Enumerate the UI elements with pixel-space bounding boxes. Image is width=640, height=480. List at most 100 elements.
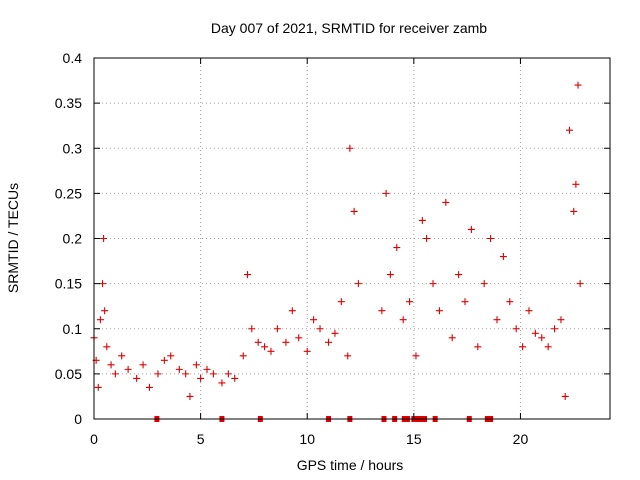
data-point — [506, 298, 514, 306]
data-point — [382, 189, 390, 197]
y-tick-label: 0.05 — [55, 366, 82, 382]
data-point — [303, 347, 311, 355]
data-point — [295, 334, 303, 342]
x-tick-label: 0 — [90, 431, 98, 447]
data-point — [423, 235, 431, 242]
data-point — [418, 216, 426, 224]
data-point — [231, 374, 239, 382]
data-point — [455, 271, 463, 279]
y-tick-label: 0.3 — [63, 140, 83, 156]
data-point — [493, 316, 501, 324]
data-point — [354, 280, 362, 288]
data-point — [154, 370, 162, 378]
data-point — [565, 126, 573, 134]
data-point — [561, 392, 569, 400]
data-point — [244, 271, 252, 279]
data-point — [406, 298, 414, 306]
data-point — [203, 365, 211, 373]
y-tick-label: 0.15 — [55, 276, 82, 292]
data-point — [107, 361, 115, 369]
data-point — [197, 374, 205, 382]
y-tick-label: 0.25 — [55, 185, 82, 201]
data-point — [267, 347, 275, 355]
axis-ticks: 0 0.05 0.1 0.15 0.2 0.25 0.3 0.35 0.4 0 5 10 15 20 — [55, 50, 610, 447]
y-tick-label: 0.1 — [63, 321, 83, 337]
data-point — [100, 235, 108, 242]
data-point — [487, 235, 495, 242]
data-point — [499, 253, 507, 261]
y-tick-label: 0.2 — [63, 231, 83, 247]
data-point — [103, 343, 111, 351]
data-point — [525, 307, 533, 315]
data-point — [139, 361, 147, 369]
data-point — [512, 325, 520, 333]
y-tick-label: 0.4 — [63, 50, 83, 66]
chart-title: Day 007 of 2021, SRMTID for receiver zam… — [211, 20, 487, 36]
data-point — [393, 244, 401, 252]
data-point — [288, 307, 296, 315]
data-point — [133, 374, 141, 382]
data-point — [325, 338, 333, 346]
y-axis-label: SRMTID / TECUs — [5, 183, 21, 293]
data-point — [399, 316, 407, 324]
data-points — [90, 81, 584, 400]
data-point — [570, 207, 578, 215]
y-tick-label: 0 — [74, 411, 82, 427]
data-point — [99, 280, 107, 288]
data-point — [224, 370, 232, 378]
data-point — [378, 307, 386, 315]
x-axis-label: GPS time / hours — [297, 457, 404, 473]
data-point — [442, 198, 450, 206]
data-point — [346, 144, 354, 152]
data-point — [412, 352, 420, 360]
data-point — [467, 225, 475, 233]
data-point — [480, 280, 488, 288]
x-tick-label: 20 — [513, 431, 529, 447]
data-point — [344, 352, 352, 360]
data-point — [282, 338, 290, 346]
x-tick-label: 10 — [299, 431, 315, 447]
data-point — [182, 370, 190, 378]
x-tick-label: 15 — [406, 431, 422, 447]
data-point — [248, 325, 256, 333]
data-point — [337, 298, 345, 306]
data-point — [111, 370, 119, 378]
data-point — [94, 383, 102, 391]
data-point — [310, 316, 318, 324]
data-point — [531, 329, 539, 337]
data-point — [273, 325, 281, 333]
data-point — [557, 316, 565, 324]
plot-frame — [93, 57, 611, 420]
data-point — [461, 298, 469, 306]
data-point — [175, 365, 183, 373]
x-tick-label: 5 — [197, 431, 205, 447]
data-point — [572, 180, 580, 188]
data-point — [331, 329, 339, 337]
y-tick-label: 0.35 — [55, 95, 82, 111]
data-point — [350, 207, 358, 215]
data-point — [435, 307, 443, 315]
data-point — [574, 81, 582, 89]
data-point — [448, 334, 456, 342]
data-point — [239, 352, 247, 360]
grid-lines — [94, 58, 610, 419]
data-point — [316, 325, 324, 333]
data-point — [124, 365, 132, 373]
data-point — [218, 379, 226, 387]
data-point — [186, 392, 194, 400]
data-point — [254, 338, 262, 346]
data-point — [519, 343, 527, 351]
data-point — [538, 334, 546, 342]
data-point — [118, 352, 126, 360]
data-point — [261, 343, 269, 351]
data-point — [576, 280, 584, 288]
data-point — [167, 352, 175, 360]
data-point — [192, 361, 200, 369]
data-point — [160, 356, 168, 364]
data-point — [429, 280, 437, 288]
data-point — [96, 316, 104, 324]
data-point — [386, 271, 394, 279]
data-point — [209, 370, 217, 378]
data-point — [551, 325, 559, 333]
